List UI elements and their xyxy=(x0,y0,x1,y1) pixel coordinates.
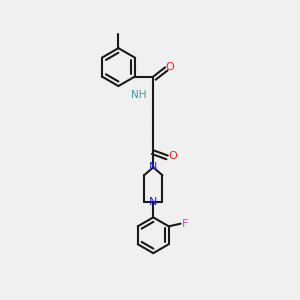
Text: N: N xyxy=(149,196,158,207)
Text: NH: NH xyxy=(131,90,147,100)
Text: O: O xyxy=(168,151,177,160)
Text: O: O xyxy=(166,62,174,72)
Text: F: F xyxy=(182,219,188,229)
Text: N: N xyxy=(149,162,158,172)
